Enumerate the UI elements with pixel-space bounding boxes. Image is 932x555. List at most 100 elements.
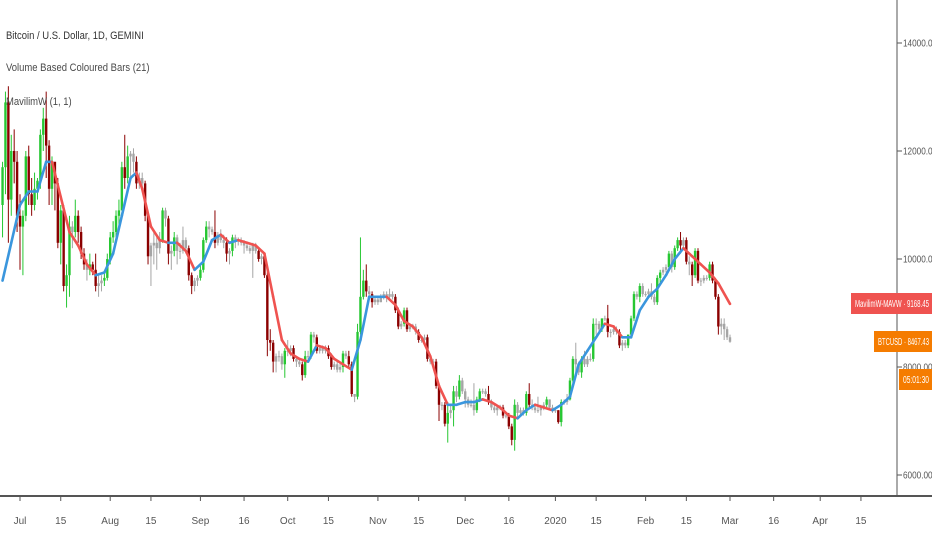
candle-body: [446, 412, 449, 424]
candle: [280, 353, 284, 370]
mavilimw-segment: [490, 400, 502, 409]
mavilimw-segment: [638, 295, 650, 312]
time-tick-label: Aug: [101, 516, 119, 527]
candle-body: [574, 358, 577, 365]
mavilimw-segment: [647, 287, 659, 299]
candle: [231, 234, 234, 257]
candle-body: [44, 118, 48, 146]
time-tick-label: 16: [503, 516, 515, 527]
candle: [728, 334, 732, 343]
candle-body: [114, 215, 118, 232]
candle: [47, 140, 51, 205]
candle-body: [554, 410, 557, 412]
candle: [277, 350, 281, 362]
candle: [609, 329, 612, 338]
candle: [399, 321, 403, 330]
candle-body: [408, 326, 412, 330]
candle-body: [711, 264, 714, 281]
candle: [76, 210, 80, 243]
candle-body: [618, 331, 621, 346]
time-axis[interactable]: Jul 15 Aug 15 Sep 16 Oct 15 Nov 15 Dec 16 2020 15 Feb 1…: [14, 496, 867, 527]
candle-body: [487, 394, 490, 403]
candle-body: [365, 280, 368, 292]
price-axis[interactable]: 6000.00 8000.00 10000.00 12000.00 14000.00: [897, 38, 932, 481]
candle-body: [207, 226, 211, 230]
candle: [475, 396, 479, 413]
candle: [74, 199, 77, 238]
candle: [481, 388, 484, 394]
candle-body: [94, 269, 97, 286]
candle: [114, 210, 118, 238]
candle-body: [298, 361, 301, 365]
candle-body: [15, 161, 19, 216]
candle-body: [725, 329, 729, 338]
candle-body: [341, 353, 345, 367]
candle-body: [359, 296, 362, 332]
price-tag-background: [851, 293, 932, 314]
candle-body: [50, 161, 54, 189]
candle: [388, 288, 391, 300]
candle-body: [682, 240, 685, 246]
mavilimw-segment: [193, 260, 205, 272]
candle-body: [10, 151, 13, 200]
mavilimw-segment: [120, 176, 132, 218]
candle: [94, 253, 97, 292]
candle-body: [164, 210, 167, 219]
mavilimw-segment: [341, 362, 354, 372]
mavilimw-segment: [568, 362, 580, 399]
candle: [690, 261, 694, 286]
candle: [132, 148, 135, 173]
candle-body: [705, 277, 708, 279]
time-tick-label: Oct: [280, 516, 296, 527]
candle-body: [228, 250, 231, 254]
candle: [251, 242, 254, 278]
candle-body: [30, 194, 33, 205]
mavilimw-segment: [245, 241, 257, 247]
candle-body: [670, 253, 674, 268]
candle-body: [152, 242, 156, 246]
candle-body: [120, 167, 124, 211]
candle-body: [376, 299, 380, 303]
mavilimw-segment: [402, 319, 415, 328]
candle-body: [629, 318, 633, 335]
candle: [111, 221, 115, 243]
candle-body: [103, 277, 106, 281]
candle: [589, 353, 592, 362]
price-tick-label: 14000.00: [903, 38, 932, 49]
candle: [720, 318, 723, 335]
mavilimw-segment: [411, 325, 423, 339]
candle: [59, 205, 62, 265]
mavilimw-segment: [664, 257, 677, 277]
candle-body: [68, 226, 71, 276]
time-tick-label: 2020: [544, 516, 567, 527]
candle: [21, 210, 25, 276]
candle-body: [452, 391, 455, 411]
candle: [24, 151, 28, 222]
candle-body: [254, 245, 257, 251]
indicator-volume-bars-label[interactable]: Volume Based Coloured Bars (21): [6, 62, 150, 74]
indicator-mavilimw-label[interactable]: MavilimW (1, 1): [6, 96, 72, 108]
candle-body: [24, 156, 28, 216]
candle-body: [513, 404, 516, 440]
candle-body: [545, 399, 548, 405]
countdown-tag: 05:01:30: [899, 369, 932, 390]
candle-body: [318, 348, 321, 351]
candle-body: [260, 256, 263, 259]
candle: [335, 361, 339, 373]
symbol-title[interactable]: Bitcoin / U.S. Dollar, 1D, GEMINI: [6, 30, 144, 42]
candle-body: [600, 318, 604, 330]
mavilimw-segment: [525, 403, 537, 412]
mavilimw-segment: [50, 160, 63, 199]
candle-body: [274, 356, 278, 362]
mavilimw-segment: [542, 406, 554, 412]
candle-body: [71, 226, 74, 232]
time-tick-label: 15: [145, 516, 157, 527]
candle-body: [65, 275, 68, 286]
mavilimw-segment: [629, 308, 642, 339]
price-tick-label: 6000.00: [903, 470, 932, 481]
candle: [682, 237, 685, 249]
mavilimw-line-layer: [1, 160, 732, 420]
candle-body: [178, 250, 182, 252]
